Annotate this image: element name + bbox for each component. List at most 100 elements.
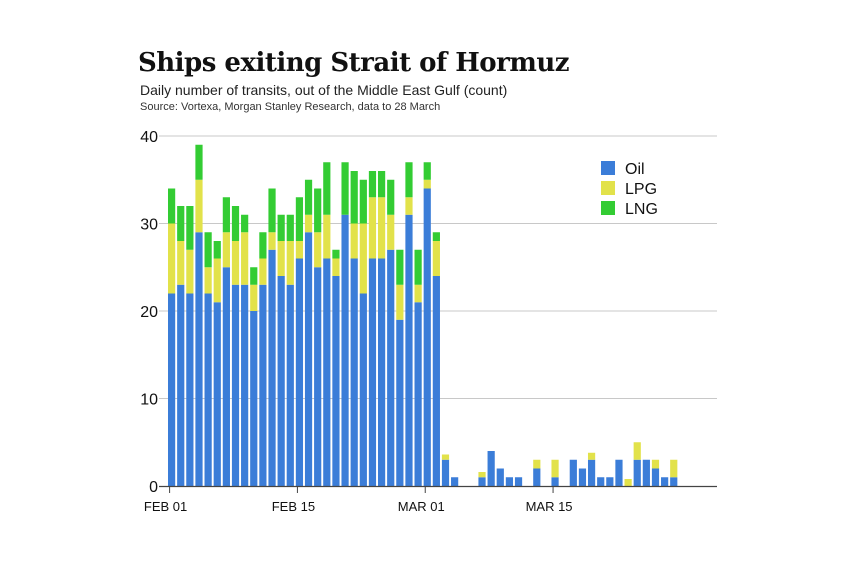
bar-oil <box>615 459 623 486</box>
bar-lng <box>250 267 258 285</box>
y-tick-label: 10 <box>140 392 158 409</box>
bar-lng <box>195 144 203 180</box>
bar-oil <box>651 468 660 486</box>
bar-lpg <box>241 232 249 285</box>
bar-lng <box>423 162 431 180</box>
bar-oil <box>332 276 340 486</box>
bar-oil <box>578 468 587 486</box>
bar-lpg <box>186 249 194 294</box>
chart-subtitle: Daily number of transits, out of the Mid… <box>140 82 508 98</box>
bar-lpg <box>177 241 185 285</box>
legend-swatch-oil <box>601 161 615 175</box>
bar-oil <box>514 477 523 486</box>
bar-oil <box>533 468 541 486</box>
bar-lng <box>277 214 285 241</box>
bar-lng <box>405 162 413 198</box>
bar-lpg <box>268 232 276 250</box>
bar-lpg <box>213 258 221 303</box>
bar-lng <box>286 214 294 241</box>
bar-oil <box>597 477 605 486</box>
bar-oil <box>551 477 559 486</box>
bar-lng <box>359 179 367 224</box>
bar-oil <box>222 267 230 486</box>
bar-oil <box>250 311 258 486</box>
bar-oil <box>168 293 176 486</box>
legend-swatch-lng <box>601 201 615 215</box>
bar-oil <box>405 214 413 486</box>
x-tick-label: MAR 01 <box>398 499 445 514</box>
bar-lpg <box>195 179 203 233</box>
legend-swatch-lpg <box>601 181 615 195</box>
bar-lng <box>222 197 230 233</box>
x-tick-label: MAR 15 <box>526 499 573 514</box>
chart-title: Ships exiting Strait of Hormuz <box>138 48 570 78</box>
x-tick-label: FEB 15 <box>272 499 315 514</box>
bar-oil <box>423 188 431 486</box>
bar-lpg <box>396 284 404 320</box>
bar-oil <box>478 477 486 486</box>
bar-oil <box>487 451 495 486</box>
bar-lng <box>241 214 249 233</box>
bar-lpg <box>432 241 440 276</box>
bar-lpg <box>359 223 367 294</box>
legend-label-lng: LNG <box>625 201 658 218</box>
bar-lng <box>186 206 194 250</box>
bar-lng <box>204 232 212 268</box>
bar-lpg <box>405 197 413 215</box>
bar-oil <box>350 258 358 486</box>
bar-lpg <box>204 267 212 294</box>
bar-lng <box>314 188 322 233</box>
bar-oil <box>177 284 185 486</box>
bar-lpg <box>441 454 450 460</box>
bar-oil <box>642 459 650 486</box>
bar-oil <box>341 214 349 486</box>
bar-lng <box>259 232 267 259</box>
bar-oil <box>359 293 367 486</box>
bar-lpg <box>168 223 176 294</box>
bar-lpg <box>387 214 395 250</box>
bar-lpg <box>250 284 258 311</box>
bar-oil <box>441 459 450 486</box>
bar-lpg <box>377 197 386 259</box>
bar-lpg <box>222 232 230 268</box>
bar-lng <box>304 179 313 215</box>
bar-oil <box>304 232 313 486</box>
y-tick-label: 40 <box>140 129 158 146</box>
bar-oil <box>505 477 514 486</box>
bar-oil <box>587 459 596 486</box>
bar-oil <box>259 284 267 486</box>
bar-lng <box>377 171 386 198</box>
legend-label-lpg: LPG <box>625 181 657 198</box>
bar-lng <box>295 197 304 241</box>
bar-oil <box>241 284 249 486</box>
bar-lng <box>268 188 276 233</box>
bar-oil <box>323 258 331 486</box>
bar-lpg <box>423 179 431 189</box>
bar-lng <box>387 179 395 215</box>
bar-oil <box>195 232 203 486</box>
bar-oil <box>231 284 240 486</box>
bar-oil <box>277 276 285 486</box>
bar-lng <box>432 232 440 241</box>
bar-lpg <box>478 472 486 478</box>
bar-oil <box>633 459 641 486</box>
bar-oil <box>286 284 294 486</box>
bar-oil <box>377 258 386 486</box>
bar-oil <box>496 468 504 486</box>
bar-lng <box>168 188 176 224</box>
bar-lpg <box>295 241 304 259</box>
bar-oil <box>204 293 212 486</box>
bar-lpg <box>332 258 340 276</box>
bar-oil <box>213 302 221 486</box>
bar-lng <box>350 171 358 224</box>
y-tick-label: 0 <box>149 479 158 496</box>
bar-oil <box>661 477 669 486</box>
x-tick-label: FEB 01 <box>144 499 187 514</box>
bar-oil <box>314 267 322 486</box>
bar-lpg <box>670 459 678 478</box>
bar-lng <box>231 206 240 241</box>
y-tick-label: 30 <box>140 217 158 234</box>
bar-lpg <box>624 479 632 486</box>
bar-oil <box>432 276 440 486</box>
